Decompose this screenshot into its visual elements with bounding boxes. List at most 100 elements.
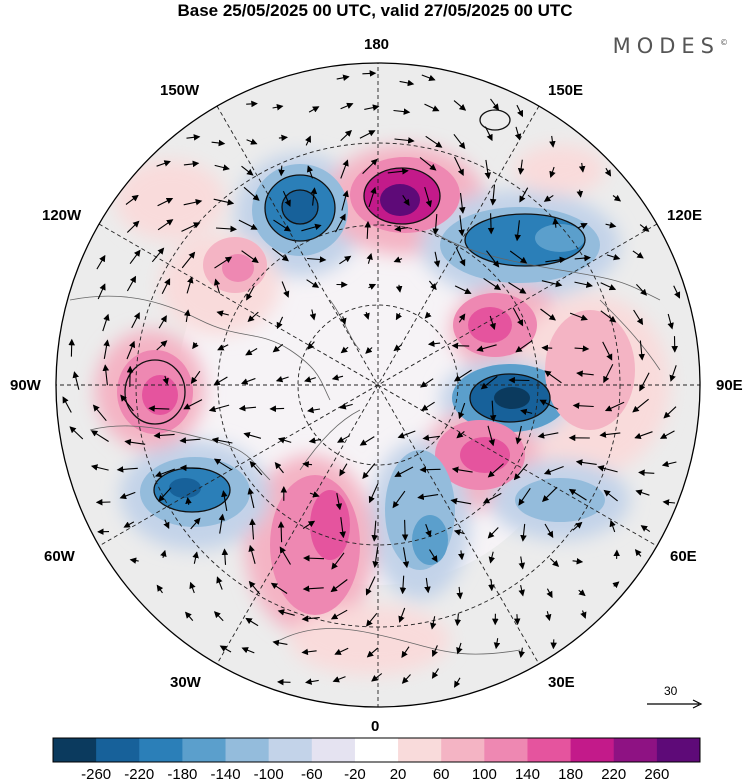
lon-label-60e: 60E bbox=[670, 548, 697, 565]
colorbar-tick-label: 60 bbox=[432, 766, 450, 783]
wind-arrow bbox=[72, 371, 80, 390]
wind-arrow bbox=[214, 256, 233, 269]
wind-arrow bbox=[458, 192, 466, 214]
wind-arrow bbox=[368, 483, 379, 504]
wind-arrow bbox=[518, 487, 531, 506]
wind-arrow bbox=[456, 642, 463, 655]
wind-arrow bbox=[638, 340, 645, 361]
wind-arrow bbox=[277, 609, 295, 616]
wind-arrow bbox=[362, 70, 377, 77]
wind-arrow bbox=[151, 247, 165, 263]
wind-arrow bbox=[119, 491, 136, 500]
wind-arrow bbox=[515, 425, 522, 445]
wind-arrow bbox=[340, 102, 354, 110]
wind-arrow bbox=[336, 74, 350, 82]
wind-arrow bbox=[249, 460, 263, 476]
wind-arrow bbox=[366, 647, 379, 658]
wind-arrow bbox=[419, 378, 434, 388]
wind-arrow bbox=[669, 365, 677, 382]
negative-center-120E bbox=[440, 207, 600, 283]
wind-arrow bbox=[126, 340, 136, 360]
wind-arrow bbox=[394, 225, 408, 232]
wind-arrow bbox=[574, 254, 591, 262]
wind-arrow bbox=[161, 278, 171, 295]
wind-arrow bbox=[129, 249, 141, 265]
lon-label-90e: 90E bbox=[716, 377, 743, 394]
negative-center-45E bbox=[385, 450, 455, 570]
wind-arrow bbox=[574, 345, 590, 352]
wind-arrow bbox=[422, 434, 440, 442]
wind-arrow bbox=[156, 160, 171, 167]
wind-arrow bbox=[456, 430, 465, 439]
wind-arrow bbox=[545, 256, 567, 264]
wind-arrow bbox=[577, 223, 588, 230]
wind-arrow bbox=[335, 213, 346, 233]
wind-arrow bbox=[395, 312, 403, 321]
map-title: Base 25/05/2025 00 UTC, valid 27/05/2025… bbox=[177, 1, 573, 20]
wind-arrow bbox=[219, 645, 232, 653]
wind-arrow bbox=[102, 313, 110, 332]
wind-arrow bbox=[541, 344, 553, 352]
wind-arrow bbox=[213, 611, 224, 622]
wind-arrow bbox=[508, 282, 527, 294]
wind-arrow bbox=[125, 194, 139, 205]
wind-arrow bbox=[428, 280, 437, 291]
wind-arrow bbox=[271, 247, 289, 262]
wind-arrow bbox=[247, 487, 255, 509]
wind-arrow bbox=[659, 430, 675, 439]
wind-arrow bbox=[431, 668, 439, 679]
colorbar-cell bbox=[182, 738, 227, 762]
wind-arrow bbox=[362, 158, 378, 174]
wind-arrow bbox=[425, 135, 443, 148]
wind-arrow bbox=[603, 489, 618, 502]
wind-arrow bbox=[217, 344, 229, 351]
wind-arrow bbox=[270, 582, 288, 594]
wind-arrow bbox=[156, 584, 164, 594]
wind-arrow bbox=[576, 189, 584, 198]
wind-arrow bbox=[339, 255, 352, 265]
colorbar-cell bbox=[527, 738, 572, 762]
wind-arrow bbox=[453, 529, 465, 536]
wind-arrow bbox=[179, 464, 202, 472]
colorbar-border bbox=[52, 737, 701, 763]
wind-arrow bbox=[489, 315, 496, 331]
wind-arrow bbox=[243, 431, 262, 439]
lon-label-180: 180 bbox=[364, 36, 390, 53]
wind-arrow bbox=[62, 396, 72, 413]
wind-arrow bbox=[514, 220, 522, 242]
wind-arrow bbox=[158, 315, 167, 329]
wind-arrow bbox=[241, 250, 259, 264]
wind-arrow bbox=[483, 277, 502, 291]
wind-arrow bbox=[337, 435, 350, 443]
wind-arrow bbox=[493, 638, 501, 650]
wind-arrow bbox=[454, 285, 472, 294]
wind-arrow bbox=[245, 348, 258, 356]
wind-arrow bbox=[238, 219, 258, 230]
wind-arrow bbox=[371, 673, 383, 682]
colorbar-tick-label: -20 bbox=[344, 766, 366, 783]
wind-arrow bbox=[305, 135, 311, 146]
wind-arrow bbox=[580, 610, 587, 619]
wind-arrow bbox=[279, 546, 291, 565]
wind-arrow bbox=[189, 581, 196, 594]
wind-arrow bbox=[190, 517, 201, 530]
wind-arrow bbox=[363, 311, 370, 320]
negative-center-60E bbox=[515, 478, 605, 522]
wind-arrow bbox=[308, 437, 322, 444]
wind-arrow bbox=[424, 103, 440, 112]
wind-arrow bbox=[181, 222, 201, 232]
wind-arrow bbox=[673, 285, 681, 299]
wind-arrow bbox=[453, 369, 472, 382]
wind-arrow bbox=[430, 616, 437, 630]
wind-arrow bbox=[190, 370, 201, 384]
colorbar-cell bbox=[96, 738, 140, 762]
wind-arrow bbox=[218, 513, 226, 534]
wind-arrow bbox=[214, 164, 230, 171]
wind-arrow bbox=[639, 224, 650, 232]
wind-arrow bbox=[604, 167, 612, 177]
wind-arrow bbox=[600, 310, 617, 323]
wind-arrow bbox=[398, 607, 406, 623]
wind-arrow bbox=[160, 549, 167, 558]
wind-arrow bbox=[518, 647, 525, 658]
wind-arrow bbox=[421, 74, 436, 82]
